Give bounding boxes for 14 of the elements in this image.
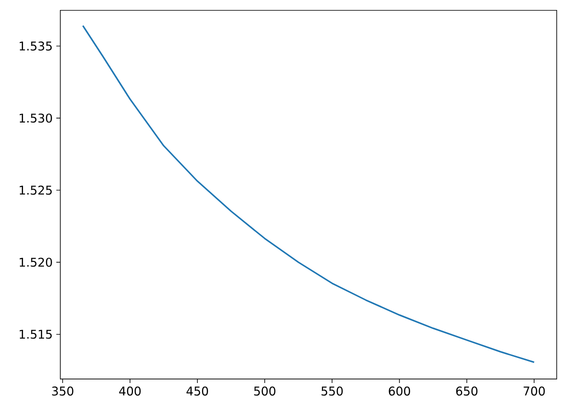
x-tick-label: 400 [119, 386, 141, 396]
x-tick-label: 600 [388, 386, 410, 396]
line-series [82, 24, 535, 364]
y-tick-label: 1.530 [20, 114, 52, 123]
x-tick-label: 550 [322, 386, 343, 396]
y-tick-label: 1.525 [20, 186, 52, 195]
x-tick-label: 500 [254, 386, 276, 396]
x-tick-label: 700 [524, 386, 545, 396]
x-tick-label: 650 [456, 386, 478, 396]
y-tick-label: 1.515 [20, 330, 52, 339]
y-tick-label: 1.535 [20, 42, 52, 51]
x-tick-label: 450 [186, 386, 208, 396]
y-tick-label: 1.520 [20, 258, 52, 267]
x-tick-label: 350 [52, 386, 74, 396]
